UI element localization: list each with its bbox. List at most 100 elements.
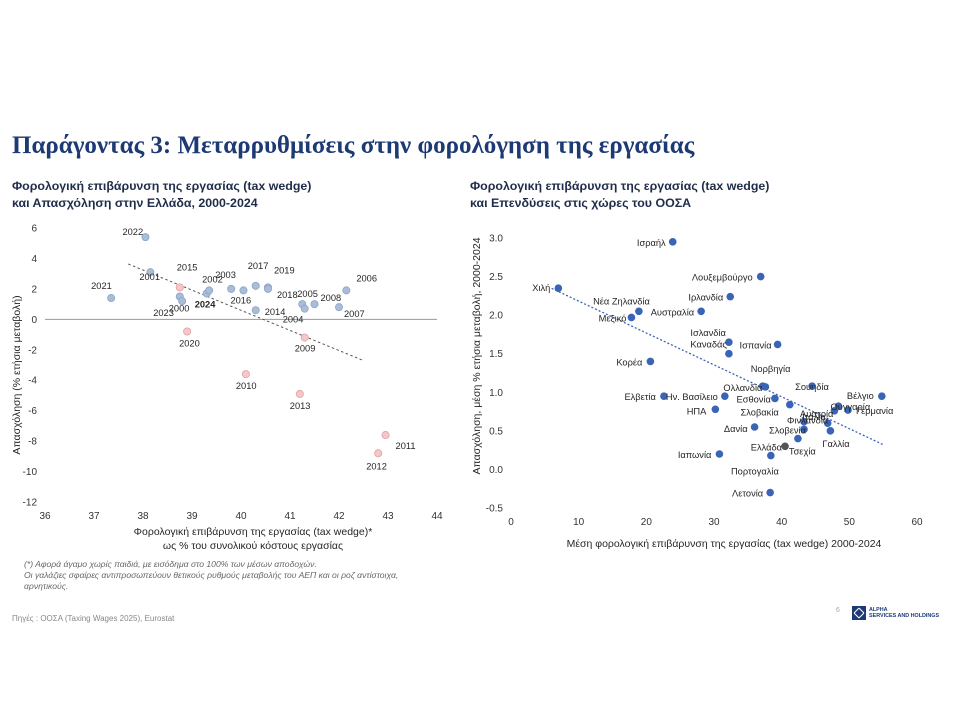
source-note: Πηγές : ΟΟΣΑ (Taxing Wages 2025), Eurost… xyxy=(12,614,175,623)
data-label-2004: 2004 xyxy=(283,315,304,325)
point-2023 xyxy=(178,297,187,306)
x-tick-label: 38 xyxy=(137,511,149,522)
data-label-ελβετία: Ελβετία xyxy=(624,392,656,402)
point-2013 xyxy=(295,389,304,398)
point-βέλγιο xyxy=(878,392,886,400)
point-ολλανδία xyxy=(761,383,770,391)
point-σουηδία xyxy=(808,382,816,390)
y-tick-label: -2 xyxy=(28,345,37,356)
x-tick-label: 42 xyxy=(333,511,345,522)
x-tick-label: 36 xyxy=(39,511,51,522)
data-label-πορτογαλία: Πορτογαλία xyxy=(731,467,779,477)
y-tick-label: 1.0 xyxy=(489,388,503,399)
x-tick-label: 10 xyxy=(573,517,585,528)
data-label-κορέα: Κορέα xyxy=(616,357,643,367)
data-label-2016: 2016 xyxy=(230,295,251,305)
point-2020 xyxy=(183,327,192,336)
footnote-line1: (*) Αφορά άγαμο χωρίς παιδιά, με εισόδημ… xyxy=(24,559,317,569)
data-label-2014: 2014 xyxy=(265,307,286,317)
data-label-ελλάδα: Ελλάδα xyxy=(751,442,783,452)
point-καναδάς xyxy=(725,349,733,358)
data-label-2001: 2001 xyxy=(139,272,160,282)
point-2006 xyxy=(342,286,351,295)
data-label-2020: 2020 xyxy=(179,339,200,349)
data-label-βέλγιο: Βέλγιο xyxy=(847,391,874,401)
data-label-2018: 2018 xyxy=(277,290,298,300)
point-αυστρία xyxy=(830,407,839,415)
data-label-μεξικό: Μεξικό xyxy=(599,313,627,323)
point-ισπανία xyxy=(773,340,782,349)
point-2015 xyxy=(175,283,184,292)
point-2022 xyxy=(141,233,150,242)
x-tick-label: 0 xyxy=(508,517,514,528)
data-label-λετονία: Λετονία xyxy=(732,489,764,499)
data-label-2023: 2023 xyxy=(153,308,174,318)
point-2011 xyxy=(381,431,390,440)
y-axis-title: Απασχόληση (% ετήσια μεταβολή) xyxy=(11,295,23,454)
point-κορέα xyxy=(646,357,655,366)
right-chart-subtitle: Φορολογική επιβάρυνση της εργασίας (tax … xyxy=(470,178,769,212)
data-label-2024: 2024 xyxy=(195,299,217,309)
footnote-line3: αρνητικούς. xyxy=(24,581,69,591)
data-label-ην-βασίλειο: Ην. Βασίλειο xyxy=(666,392,718,402)
x-axis-title: Φορολογική επιβάρυνση της εργασίας (tax … xyxy=(134,526,373,538)
data-label-σουηδία: Σουηδία xyxy=(795,382,829,392)
point-ελλάδα xyxy=(781,442,789,451)
data-label-2009: 2009 xyxy=(295,344,316,354)
data-label-ιαπωνία: Ιαπωνία xyxy=(678,450,712,460)
data-label-δανία: Δανία xyxy=(724,424,748,434)
footnote-line2: Οι γαλάζιες σφαίρες αντιπροσωπεύουν θετι… xyxy=(24,570,399,580)
point-2021 xyxy=(107,294,116,303)
point-γαλλία xyxy=(826,427,835,435)
point-ηπα xyxy=(711,405,720,414)
y-tick-label: -4 xyxy=(28,376,37,387)
x-tick-label: 37 xyxy=(88,511,100,522)
point-σλοβακία xyxy=(785,400,794,409)
y-tick-label: 0 xyxy=(31,315,37,326)
x-tick-label: 40 xyxy=(776,517,788,528)
point-λουξεμβούργο xyxy=(756,272,765,281)
y-tick-label: -8 xyxy=(28,437,37,448)
x-axis-title-line2: ως % του συνολικού κόστους εργασίας xyxy=(163,540,343,552)
data-label-αυστραλία: Αυστραλία xyxy=(651,307,695,317)
data-label-τσεχία: Τσεχία xyxy=(789,447,816,457)
y-tick-label: -6 xyxy=(28,406,37,417)
y-tick-label: 1.5 xyxy=(489,349,503,360)
data-label-σλοβενία: Σλοβενία xyxy=(769,425,807,435)
data-label-2006: 2006 xyxy=(356,273,377,283)
point-χιλή xyxy=(554,284,563,292)
x-tick-label: 40 xyxy=(235,511,247,522)
logo-line2: SERVICES AND HOLDINGS xyxy=(869,613,940,619)
point-εσθονία xyxy=(771,394,779,403)
data-label-σλοβακία: Σλοβακία xyxy=(741,408,780,418)
point-ιρλανδία xyxy=(726,292,735,301)
y-tick-label: 3.0 xyxy=(489,234,503,245)
point-ισλανδία xyxy=(725,338,733,346)
data-label-2000: 2000 xyxy=(169,304,190,314)
point-2008 xyxy=(310,300,319,309)
data-label-γερμανία: Γερμανία xyxy=(856,406,894,416)
y-tick-label: 0.5 xyxy=(489,426,503,437)
page-title: Παράγοντας 3: Μεταρρυθμίσεις στην φορολό… xyxy=(12,132,695,159)
point-2017 xyxy=(251,281,260,290)
point-2018 xyxy=(263,284,272,293)
point-λετονία xyxy=(766,488,774,497)
data-label-αυστρία: Αυστρία xyxy=(800,409,834,419)
y-tick-label: -12 xyxy=(23,498,38,509)
x-tick-label: 43 xyxy=(382,511,394,522)
point-ιαπωνία xyxy=(715,450,724,458)
point-2016 xyxy=(239,286,248,295)
point-τσεχία xyxy=(794,434,802,443)
page-number: 6 xyxy=(836,607,840,614)
x-tick-label: 30 xyxy=(708,517,720,528)
x-tick-label: 44 xyxy=(431,511,443,522)
data-label-2012: 2012 xyxy=(366,461,387,471)
alpha-logo-icon xyxy=(852,606,866,620)
data-label-ιταλία: Ιταλία xyxy=(802,412,826,422)
right-subtitle-line1: Φορολογική επιβάρυνση της εργασίας (tax … xyxy=(470,179,770,193)
right-subtitle-line2: και Επενδύσεις στις χώρες του ΟΟΣΑ xyxy=(470,196,692,210)
data-label-ισπανία: Ισπανία xyxy=(740,340,773,350)
data-label-νορβηγία: Νορβηγία xyxy=(751,364,791,374)
point-2004 xyxy=(300,304,309,313)
